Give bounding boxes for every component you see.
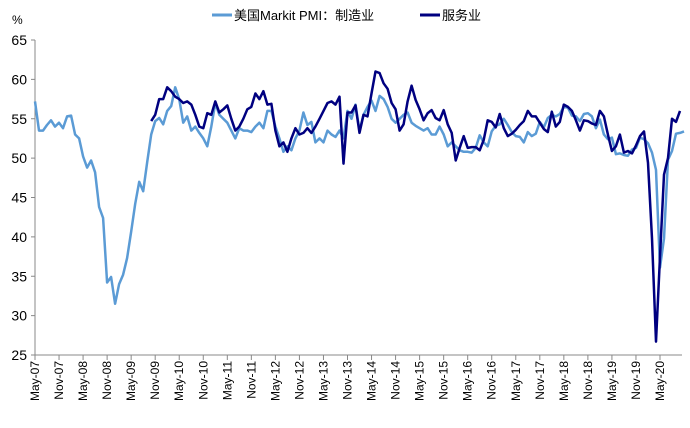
x-tick-label: May-14 [365, 361, 379, 401]
x-tick-label: Nov-10 [196, 361, 210, 400]
x-tick-label: May-16 [461, 361, 475, 401]
x-tick-label: May-20 [653, 361, 667, 401]
y-tick-label: 35 [11, 268, 27, 284]
series-line-services [150, 70, 682, 343]
x-tick-label: Nov-14 [389, 361, 403, 400]
x-tick-label: Nov-15 [437, 361, 451, 400]
x-tick-label: Nov-13 [341, 361, 355, 400]
y-axis-unit-label: % [12, 13, 23, 27]
x-tick-label: May-08 [76, 361, 90, 401]
x-tick-label: May-19 [605, 361, 619, 401]
x-tick-label: May-18 [557, 361, 571, 401]
x-tick-label: May-07 [28, 361, 42, 401]
y-tick-label: 55 [11, 111, 27, 127]
legend: 美国Markit PMI：制造业 服务业 [212, 8, 481, 23]
x-tick-label: Nov-08 [100, 361, 114, 400]
legend-label-services: 服务业 [442, 8, 481, 23]
x-tick-label: Nov-16 [485, 361, 499, 400]
y-tick-label: 50 [11, 150, 27, 166]
x-tick-label: Nov-17 [533, 361, 547, 400]
y-tick-label: 25 [11, 347, 27, 363]
x-tick-label: Nov-07 [52, 361, 66, 400]
x-tick-label: May-15 [413, 361, 427, 401]
x-tick-label: Nov-11 [244, 361, 258, 399]
y-tick-label: 45 [11, 190, 27, 206]
x-tick-label: May-12 [268, 361, 282, 401]
x-tick-label: Nov-09 [148, 361, 162, 400]
x-tick-label: May-13 [316, 361, 330, 401]
x-tick-label: Nov-12 [292, 361, 306, 400]
x-tick-label: May-11 [220, 361, 234, 400]
x-tick-label: May-10 [172, 361, 186, 401]
x-tick-label: Nov-19 [629, 361, 643, 400]
y-tick-label: 60 [11, 71, 27, 87]
x-tick-label: Nov-18 [581, 361, 595, 400]
y-tick-label: 30 [11, 308, 27, 324]
y-tick-label: 40 [11, 229, 27, 245]
x-tick-label: May-09 [124, 361, 138, 401]
legend-label-manufacturing: 美国Markit PMI：制造业 [234, 8, 374, 23]
y-tick-label: 65 [11, 32, 27, 48]
x-tick-label: May-17 [509, 361, 523, 401]
